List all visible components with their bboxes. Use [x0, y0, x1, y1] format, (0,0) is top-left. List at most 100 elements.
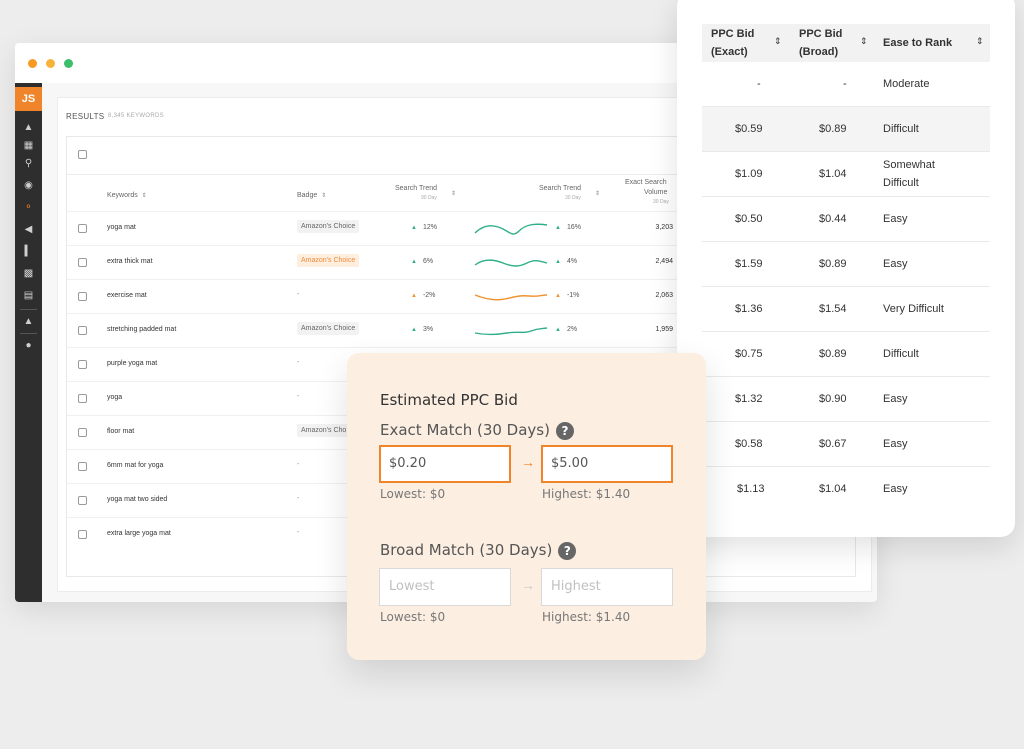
ppc-table-row[interactable]: $1.59 $0.89 Easy	[702, 242, 990, 287]
ppc-table-row[interactable]: $0.50 $0.44 Easy	[702, 197, 990, 242]
estimated-ppc-bid-card: Estimated PPC Bid Exact Match (30 Days)?…	[347, 353, 706, 660]
ppc-broad-cell: $1.54	[819, 303, 847, 315]
search-icon[interactable]: ⚲	[24, 158, 33, 169]
broad-high-input[interactable]: Highest	[541, 568, 673, 606]
sidebar-divider	[20, 309, 37, 310]
arrow-right-icon: →	[521, 577, 535, 593]
table-row[interactable]: exercise mat - ▲ -2% ▲ -1% 2,063	[67, 279, 855, 313]
badge-cell: -	[297, 529, 300, 536]
column-header-ppc-broad[interactable]: PPC Bid	[799, 28, 843, 40]
row-checkbox[interactable]	[78, 360, 87, 369]
row-checkbox[interactable]	[78, 496, 87, 505]
table-row[interactable]: extra thick mat Amazon's Choice ▲ 6% ▲ 4% …	[67, 245, 855, 279]
row-checkbox[interactable]	[78, 428, 87, 437]
ppc-table-row[interactable]: $1.36 $1.54 Very Difficult	[702, 287, 990, 332]
column-header-exact-volume-line2: Volume	[644, 189, 668, 196]
briefcase-icon[interactable]: ▤	[23, 290, 34, 301]
column-header-ease-to-rank[interactable]: Ease to Rank	[883, 37, 953, 49]
ppc-table-row[interactable]: $1.09 $1.04 Somewhat Difficult	[702, 152, 990, 197]
trend-up-icon: ▲	[555, 225, 561, 231]
binoculars-icon[interactable]: ◉	[24, 180, 33, 191]
broad-match-label: Broad Match (30 Days)?	[380, 541, 577, 560]
sort-icon[interactable]: ⇕	[595, 191, 601, 197]
ease-cell: Easy	[883, 393, 908, 405]
trend-90-cell: ▲ 6%	[411, 258, 434, 265]
window-maximize-dot[interactable]	[64, 59, 73, 68]
trend-30-cell: ▲ 16%	[555, 224, 581, 231]
ease-cell: Easy	[883, 438, 908, 450]
row-checkbox[interactable]	[78, 462, 87, 471]
megaphone-icon[interactable]: ◀	[24, 224, 33, 235]
ppc-table-row[interactable]: $0.58 $0.67 Easy	[702, 422, 990, 467]
ease-cell: Somewhat	[883, 159, 935, 171]
exact-low-input[interactable]: $0.20	[379, 445, 511, 483]
keyword-cell: yoga	[107, 394, 123, 401]
exact-high-input[interactable]: $5.00	[541, 445, 673, 483]
column-header-ppc-exact[interactable]: PPC Bid	[711, 28, 755, 40]
sort-icon[interactable]: ⇕	[774, 36, 782, 46]
ease-cell: Difficult	[883, 348, 919, 360]
app-logo[interactable]: JS	[15, 87, 42, 111]
volume-cell: 1,959	[655, 326, 673, 333]
table-row[interactable]: stretching padded mat Amazon's Choice ▲ 3…	[67, 313, 855, 347]
ease-cell-line2: Difficult	[883, 177, 919, 189]
globe-icon[interactable]: ●	[25, 340, 32, 351]
ppc-exact-cell: $1.59	[735, 258, 763, 270]
column-header-badge[interactable]: Badge ⇕	[297, 192, 327, 199]
row-checkbox[interactable]	[78, 530, 87, 539]
badge-cell: -	[297, 495, 300, 502]
row-checkbox[interactable]	[78, 258, 87, 267]
ease-cell: Difficult	[883, 123, 919, 135]
column-header-search-trend-90[interactable]: Search Trend	[395, 185, 438, 192]
column-header-exact-volume[interactable]: Exact Search	[625, 179, 667, 186]
badge-cell: Amazon's Choice	[297, 254, 360, 267]
sort-icon[interactable]: ⇕	[860, 36, 868, 46]
column-header-keywords[interactable]: Keywords ⇕	[107, 192, 147, 199]
trend-30-cell: ▲ 4%	[555, 258, 578, 265]
ppc-exact-cell: $1.36	[735, 303, 763, 315]
window-minimize-dot[interactable]	[46, 59, 55, 68]
ppc-table-row[interactable]: - - Moderate	[702, 62, 990, 107]
ppc-table-row[interactable]: $1.32 $0.90 Easy	[702, 377, 990, 422]
badge-cell: -	[297, 393, 300, 400]
key-icon[interactable]: ⚬	[24, 202, 33, 213]
keyword-cell: yoga mat two sided	[107, 496, 168, 503]
trend-down-icon: ▲	[555, 293, 561, 299]
column-header-ppc-exact-line2: (Exact)	[711, 46, 748, 58]
table-row[interactable]: yoga mat Amazon's Choice ▲ 12% ▲ 16% 3,203	[67, 211, 855, 245]
trend-90-cell: ▲ -2%	[411, 292, 436, 299]
bar-chart-icon[interactable]: ▍	[24, 246, 33, 257]
ppc-exact-cell: -	[757, 78, 761, 90]
row-checkbox[interactable]	[78, 326, 87, 335]
table-divider	[67, 174, 855, 175]
table-row[interactable]: purple yoga mat -	[67, 347, 855, 381]
trend-up-icon: ▲	[411, 327, 417, 333]
help-icon[interactable]: ?	[555, 421, 574, 440]
sort-icon[interactable]: ⇕	[451, 191, 457, 197]
keyword-cell: exercise mat	[107, 292, 147, 299]
select-all-checkbox[interactable]	[78, 150, 87, 159]
store-icon[interactable]: ▦	[23, 140, 34, 151]
row-checkbox[interactable]	[78, 394, 87, 403]
trend-90-cell: ▲ 3%	[411, 326, 434, 333]
bid-card-title: Estimated PPC Bid	[380, 391, 518, 409]
ppc-exact-cell: $0.58	[735, 438, 763, 450]
ppc-broad-cell: $0.89	[819, 123, 847, 135]
help-icon[interactable]: ?	[558, 541, 577, 560]
home-icon[interactable]: ▲	[23, 122, 34, 133]
row-checkbox[interactable]	[78, 224, 87, 233]
broad-low-input[interactable]: Lowest	[379, 568, 511, 606]
ppc-table-row[interactable]: $0.75 $0.89 Difficult	[702, 332, 990, 377]
column-subheader-90-day: 90 Day	[421, 195, 437, 201]
row-checkbox[interactable]	[78, 292, 87, 301]
ppc-broad-cell: $0.67	[819, 438, 847, 450]
ppc-table-row[interactable]: $0.59 $0.89 Difficult	[702, 107, 990, 152]
column-header-search-trend-30[interactable]: Search Trend	[539, 185, 582, 192]
window-close-dot[interactable]	[28, 59, 37, 68]
sort-icon[interactable]: ⇕	[976, 36, 984, 46]
sidebar: JS ▲ ▦ ⚲ ◉ ⚬ ◀ ▍ ▩ ▤ ▲ ●	[15, 83, 42, 602]
volume-cell: 3,203	[655, 224, 673, 231]
box-icon[interactable]: ▩	[23, 268, 34, 279]
ppc-table-row[interactable]: $1.13 $1.04 Easy	[702, 467, 990, 512]
graduation-cap-icon[interactable]: ▲	[23, 316, 34, 327]
